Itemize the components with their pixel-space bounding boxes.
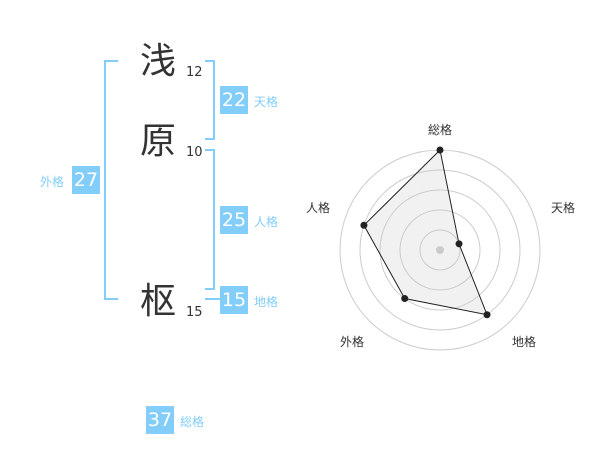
bracket-tick xyxy=(205,149,215,151)
tenkaku-value: 22 xyxy=(220,86,248,114)
radar-point-2 xyxy=(483,311,491,319)
radar-point-0 xyxy=(436,146,444,154)
axis-label-tenkaku: 天格 xyxy=(551,200,575,215)
chikaku-connector xyxy=(205,298,220,300)
tenkaku-label: 天格 xyxy=(254,95,279,109)
radar-point-1 xyxy=(455,240,463,248)
gaikaku-bracket xyxy=(104,60,106,300)
bracket-tick xyxy=(205,60,215,62)
chikaku-label: 地格 xyxy=(254,295,279,309)
stroke-count-1: 12 xyxy=(186,65,203,80)
gaikaku-label: 外格 xyxy=(40,175,65,189)
jinkaku-bracket xyxy=(213,149,215,290)
bracket-tick xyxy=(205,138,215,140)
axis-label-chikaku: 地格 xyxy=(512,334,536,349)
bracket-tick xyxy=(205,288,215,290)
radar-grid-ring xyxy=(379,189,501,311)
name-char-1: 浅 xyxy=(140,41,177,82)
axis-label-jinkaku: 人格 xyxy=(306,200,330,215)
radar-grid-ring xyxy=(399,209,481,291)
stroke-count-2: 10 xyxy=(186,145,203,160)
bracket-tick xyxy=(104,298,118,300)
bracket-tick xyxy=(104,60,118,62)
soukaku-label: 総格 xyxy=(180,415,205,429)
radar-center xyxy=(436,246,444,254)
name-char-2: 原 xyxy=(140,121,177,162)
soukaku-value: 37 xyxy=(146,406,174,434)
jinkaku-label: 人格 xyxy=(254,215,279,229)
tenkaku-bracket xyxy=(213,60,215,140)
jinkaku-value: 25 xyxy=(220,206,248,234)
radar-point-4 xyxy=(360,221,368,229)
radar-grid-ring xyxy=(419,229,461,271)
chikaku-value: 15 xyxy=(220,286,248,314)
gaikaku-value: 27 xyxy=(72,166,100,194)
radar-grid-ring xyxy=(359,169,521,331)
stroke-count-3: 15 xyxy=(186,305,203,320)
radar-point-3 xyxy=(401,295,409,303)
axis-label-gaikaku: 外格 xyxy=(340,334,364,349)
name-char-3: 枢 xyxy=(140,281,177,322)
axis-label-soukaku: 総格 xyxy=(428,122,452,137)
radar-area xyxy=(363,148,488,316)
